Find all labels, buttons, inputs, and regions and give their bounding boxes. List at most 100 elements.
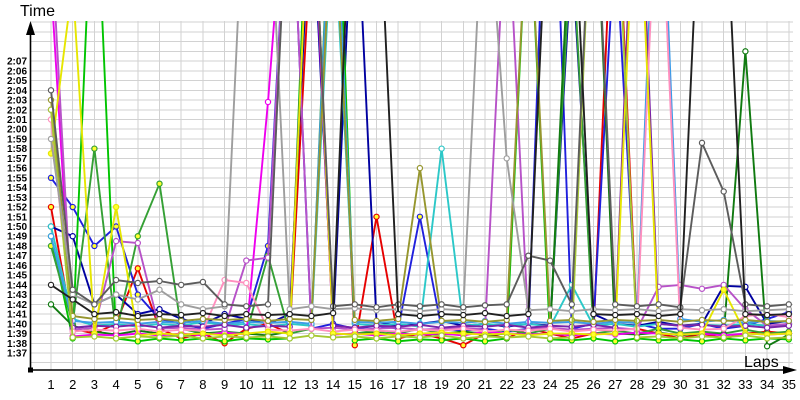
data-point-marker bbox=[134, 265, 141, 272]
data-point-marker bbox=[720, 317, 727, 325]
data-point-marker bbox=[460, 335, 467, 342]
data-point-marker bbox=[134, 312, 141, 320]
x-tick-label: 32 bbox=[716, 377, 730, 392]
y-tick-label: 1:44 bbox=[7, 280, 27, 291]
data-point-marker bbox=[199, 335, 207, 342]
data-point-marker bbox=[763, 311, 771, 319]
data-point-marker bbox=[221, 333, 228, 340]
data-point-marker bbox=[785, 317, 793, 325]
data-point-marker bbox=[698, 139, 706, 147]
y-tick-label: 1:38 bbox=[7, 339, 27, 350]
y-tick-label: 2:03 bbox=[7, 96, 27, 107]
data-point-marker bbox=[742, 322, 749, 329]
data-point-marker bbox=[590, 310, 597, 318]
x-tick-label: 20 bbox=[456, 377, 470, 392]
data-point-marker bbox=[112, 335, 120, 342]
data-point-marker bbox=[698, 316, 706, 324]
data-point-marker bbox=[134, 233, 141, 240]
data-point-marker bbox=[69, 203, 76, 211]
x-tick-label: 25 bbox=[565, 377, 579, 392]
y-tick-label: 1:54 bbox=[7, 183, 27, 194]
data-point-marker bbox=[221, 312, 228, 320]
data-point-marker bbox=[112, 314, 120, 322]
data-point-marker bbox=[69, 296, 76, 303]
data-point-marker bbox=[47, 174, 55, 182]
y-tick-label: 2:02 bbox=[7, 105, 27, 116]
x-tick-label: 3 bbox=[91, 377, 98, 392]
data-point-marker bbox=[720, 286, 727, 293]
x-tick-label: 12 bbox=[282, 377, 296, 392]
data-point-marker bbox=[156, 180, 163, 187]
data-point-marker bbox=[546, 306, 554, 313]
data-point-marker bbox=[763, 342, 771, 350]
y-tick-label: 2:05 bbox=[7, 76, 27, 87]
x-tick-label: 33 bbox=[738, 377, 752, 392]
data-point-marker bbox=[763, 318, 771, 326]
y-tick-label: 1:56 bbox=[7, 164, 27, 175]
data-point-marker bbox=[655, 333, 662, 340]
data-point-marker bbox=[156, 334, 163, 341]
y-tick-label: 1:39 bbox=[7, 329, 27, 340]
data-point-marker bbox=[677, 310, 684, 318]
x-tick-label: 10 bbox=[239, 377, 253, 392]
data-point-marker bbox=[720, 325, 727, 332]
y-tick-label: 1:46 bbox=[7, 261, 27, 272]
y-tick-label: 1:55 bbox=[7, 173, 27, 184]
data-point-marker bbox=[112, 223, 120, 230]
x-axis-title: Laps bbox=[744, 354, 779, 371]
data-point-marker bbox=[698, 333, 706, 340]
data-point-marker bbox=[308, 325, 315, 332]
data-point-marker bbox=[286, 310, 293, 318]
data-point-marker bbox=[460, 311, 467, 319]
x-tick-label: 31 bbox=[695, 377, 709, 392]
data-point-marker bbox=[308, 332, 315, 339]
data-point-marker bbox=[525, 310, 532, 318]
x-tick-label: 4 bbox=[112, 377, 119, 392]
data-point-marker bbox=[633, 303, 641, 310]
data-point-marker bbox=[134, 296, 141, 303]
y-tick-label: 2:04 bbox=[7, 86, 27, 97]
x-tick-label: 5 bbox=[134, 377, 141, 392]
axis-origin-marker bbox=[28, 367, 33, 373]
data-point-marker bbox=[177, 332, 185, 339]
data-point-marker bbox=[416, 213, 424, 220]
x-tick-label: 8 bbox=[199, 377, 206, 392]
data-point-marker bbox=[568, 301, 576, 308]
data-point-marker bbox=[351, 333, 358, 340]
x-tick-label: 28 bbox=[630, 377, 644, 392]
x-tick-label: 2 bbox=[69, 377, 76, 392]
data-point-marker bbox=[438, 145, 445, 152]
data-point-marker bbox=[286, 335, 293, 342]
data-point-marker bbox=[677, 324, 684, 331]
data-point-marker bbox=[481, 302, 489, 309]
data-point-marker bbox=[612, 338, 619, 345]
data-point-marker bbox=[698, 285, 706, 292]
data-point-marker bbox=[264, 333, 272, 340]
x-tick-label: 1 bbox=[47, 377, 54, 392]
data-point-marker bbox=[503, 334, 510, 341]
data-point-marker bbox=[655, 301, 662, 308]
data-point-marker bbox=[112, 291, 120, 298]
data-point-marker bbox=[481, 309, 489, 317]
data-point-marker bbox=[720, 188, 727, 195]
data-point-marker bbox=[373, 317, 380, 325]
data-point-marker bbox=[503, 312, 510, 320]
y-tick-label: 1:45 bbox=[7, 271, 27, 282]
data-point-marker bbox=[612, 311, 619, 319]
data-point-marker bbox=[199, 309, 207, 317]
data-point-marker bbox=[264, 311, 272, 319]
data-point-marker bbox=[373, 304, 380, 311]
y-tick-label: 2:07 bbox=[7, 57, 27, 68]
y-tick-label: 1:42 bbox=[7, 300, 27, 311]
data-point-marker bbox=[264, 98, 272, 106]
data-point-marker bbox=[264, 301, 272, 308]
x-tick-label: 22 bbox=[499, 377, 513, 392]
data-point-marker bbox=[742, 316, 749, 324]
data-point-marker bbox=[308, 312, 315, 320]
x-tick-label: 7 bbox=[178, 377, 185, 392]
data-point-marker bbox=[503, 155, 510, 162]
data-point-marker bbox=[742, 48, 749, 55]
data-point-marker bbox=[720, 306, 727, 313]
data-point-marker bbox=[134, 239, 141, 247]
